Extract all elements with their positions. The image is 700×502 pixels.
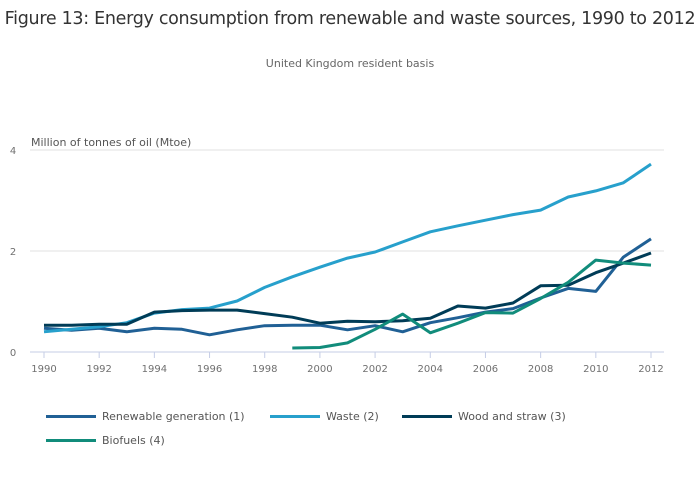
legend-swatch-waste — [270, 414, 320, 418]
y-tick-label: 0 — [10, 348, 16, 359]
x-tick-label: 2006 — [473, 364, 498, 375]
legend-item-biofuels[interactable]: Biofuels (4) — [46, 432, 165, 448]
x-tick-label: 1992 — [86, 364, 111, 375]
x-tick-label: 1998 — [252, 364, 277, 375]
x-tick-label: 2004 — [418, 364, 443, 375]
legend-label-waste: Waste (2) — [326, 409, 379, 423]
y-axis: 0 2 4 — [10, 146, 16, 359]
x-tick-label: 1996 — [197, 364, 222, 375]
legend-item-wood-and-straw[interactable]: Wood and straw (3) — [402, 408, 566, 424]
legend-label-wood-and-straw: Wood and straw (3) — [458, 409, 566, 423]
chart-title: Figure 13: Energy consumption from renew… — [4, 9, 696, 29]
x-tick-label: 2002 — [362, 364, 387, 375]
series-lines — [43, 162, 652, 350]
legend-label-biofuels: Biofuels (4) — [102, 433, 165, 447]
y-tick-label: 2 — [10, 247, 16, 258]
chart-subtitle: United Kingdom resident basis — [265, 57, 435, 70]
x-tick-label: 2000 — [307, 364, 332, 375]
grid-lines — [30, 149, 664, 252]
series-line-wood-and-straw — [44, 251, 652, 327]
x-tick-label: 2010 — [583, 364, 608, 375]
x-tick-label: 1990 — [31, 364, 56, 375]
legend-swatch-biofuels — [46, 438, 96, 442]
series-line-waste — [43, 162, 652, 334]
x-tick-label: 1994 — [142, 364, 167, 375]
legend-label-renewable-generation: Renewable generation (1) — [102, 409, 245, 423]
legend-item-renewable-generation[interactable]: Renewable generation (1) — [46, 408, 245, 424]
y-axis-label: Million of tonnes of oil (Mtoe) — [31, 136, 191, 149]
legend-swatch-renewable-generation — [46, 414, 96, 418]
legend-swatch-wood-and-straw — [402, 414, 452, 418]
x-axis: 1990 1992 1994 1996 1998 2000 2002 2004 2006 2008… — [30, 351, 664, 375]
y-tick-label: 4 — [10, 146, 16, 157]
legend-item-waste[interactable]: Waste (2) — [270, 408, 379, 424]
series-line-biofuels — [292, 258, 652, 350]
x-tick-label: 2012 — [638, 364, 663, 375]
x-tick-label: 2008 — [528, 364, 553, 375]
